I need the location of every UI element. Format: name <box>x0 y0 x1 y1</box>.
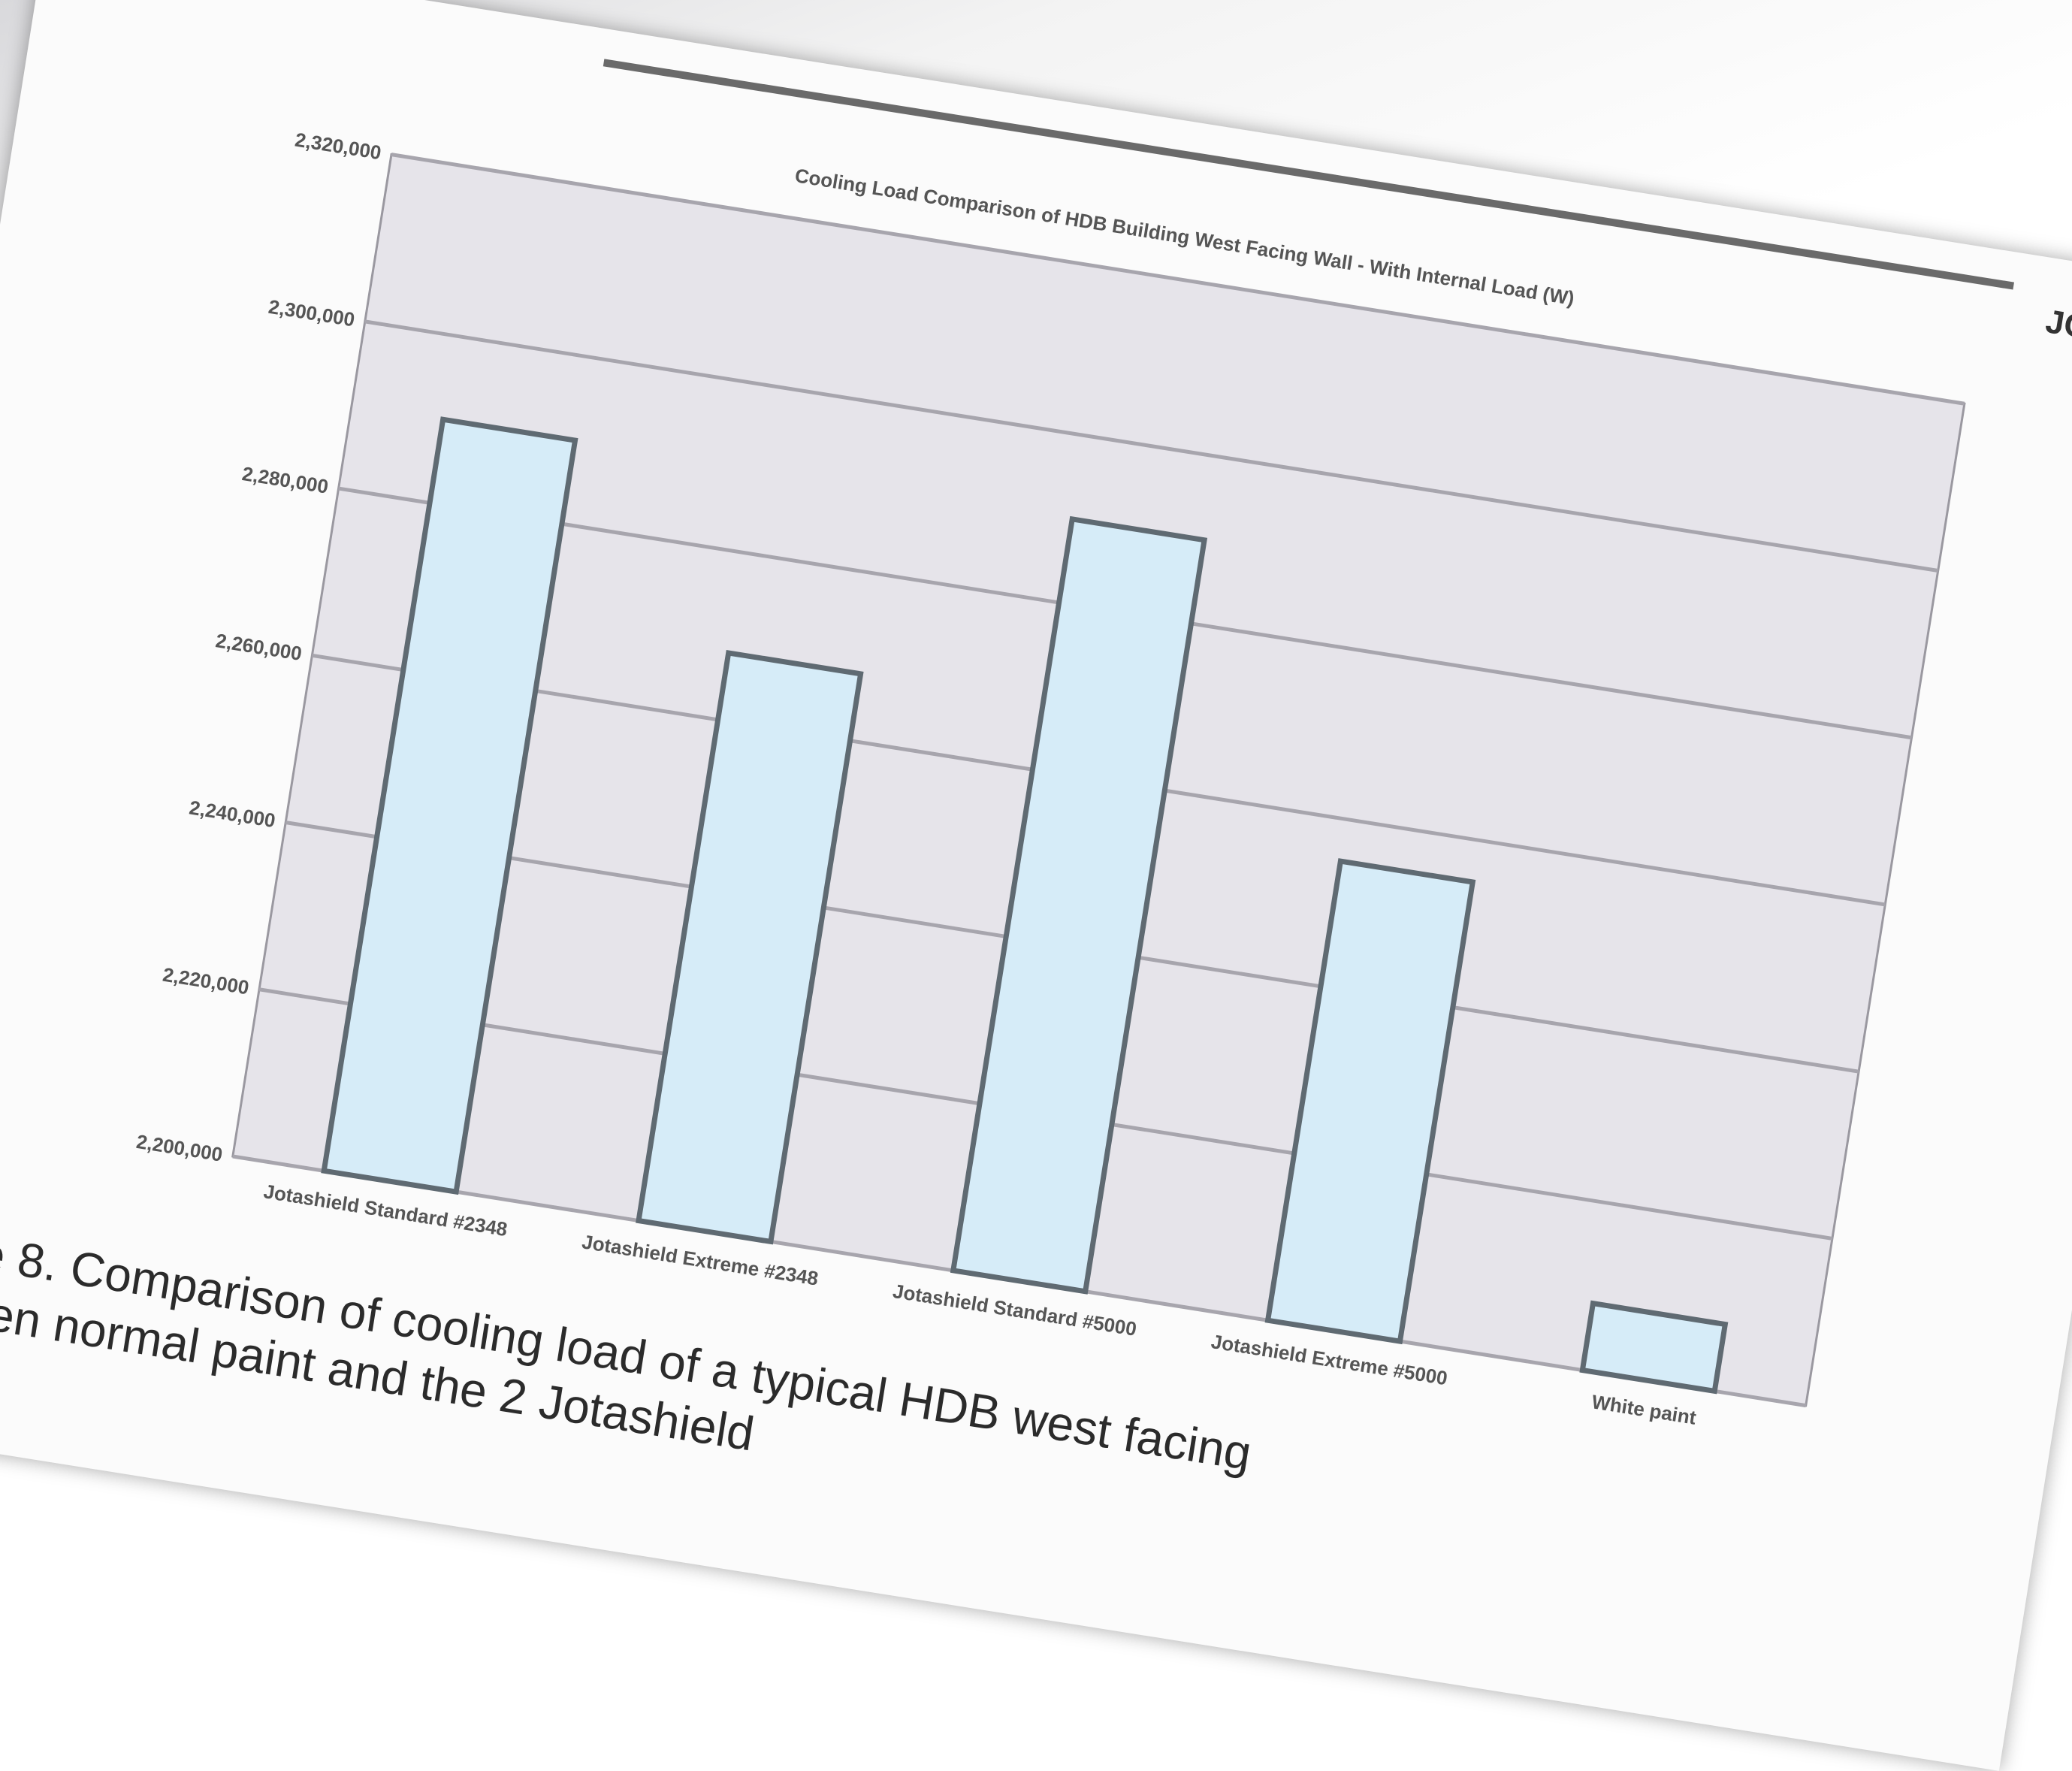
x-tick-label: White paint <box>1590 1390 1698 1429</box>
y-tick-label: 2,280,000 <box>240 462 330 498</box>
bar <box>950 515 1208 1295</box>
y-tick-label: 2,260,000 <box>214 629 304 665</box>
y-tick-label: 2,300,000 <box>267 295 356 331</box>
bar <box>636 649 864 1245</box>
bar-chart: 2,200,000 2,220,000 2,240,000 2,260,000 2,28… <box>134 128 1966 1429</box>
y-tick-label: 2,240,000 <box>188 796 277 832</box>
gridline <box>364 319 1939 573</box>
y-tick-label: 2,200,000 <box>134 1130 224 1166</box>
bar <box>1579 1300 1729 1395</box>
y-tick-label: 2,320,000 <box>294 128 383 165</box>
gridline <box>391 153 1965 406</box>
bar <box>321 416 578 1195</box>
y-tick-label: 2,220,000 <box>162 963 251 999</box>
bar <box>1264 858 1476 1345</box>
